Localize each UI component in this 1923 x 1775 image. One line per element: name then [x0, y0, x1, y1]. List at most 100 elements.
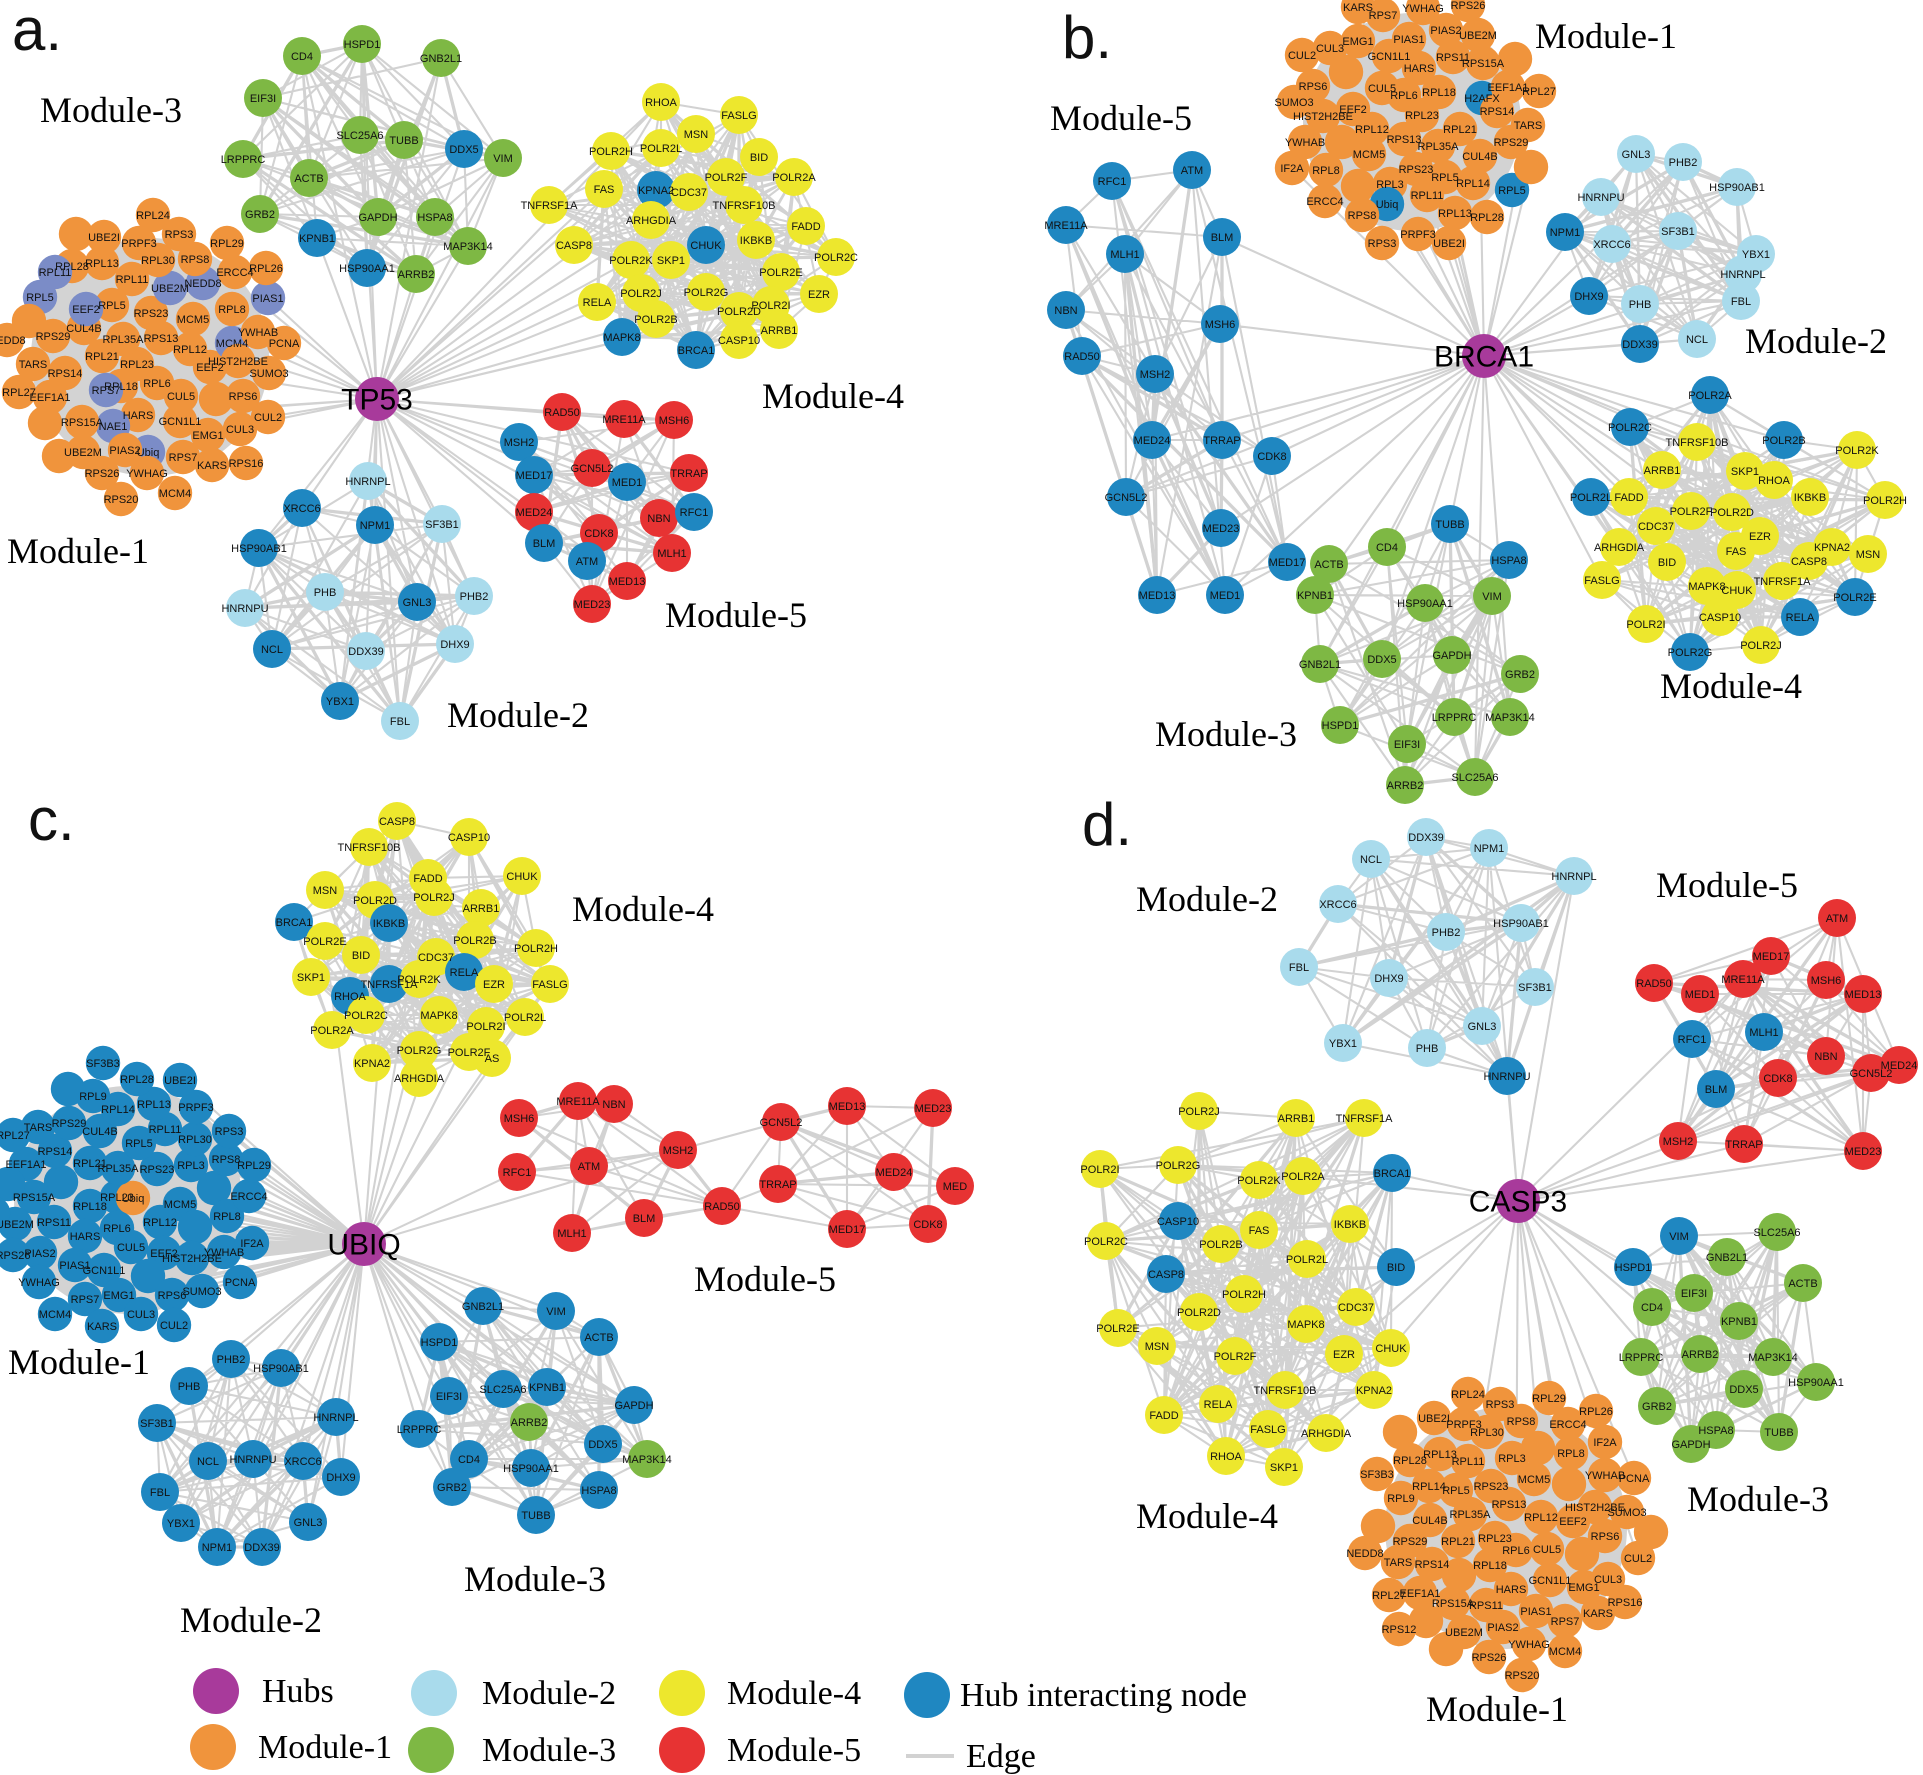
svg-text:GNL3: GNL3	[1622, 149, 1651, 161]
svg-text:ARRB1: ARRB1	[761, 325, 798, 337]
svg-text:PHB: PHB	[314, 587, 337, 599]
svg-text:SLC25A6: SLC25A6	[1753, 1227, 1800, 1239]
svg-text:RPS11: RPS11	[37, 1217, 71, 1229]
svg-text:RPL11: RPL11	[39, 267, 72, 279]
svg-text:GRB2: GRB2	[437, 1482, 467, 1494]
svg-text:Module-2: Module-2	[482, 1675, 616, 1712]
svg-text:BRCA1: BRCA1	[1374, 1168, 1411, 1180]
svg-text:MED23: MED23	[574, 599, 611, 611]
svg-text:EIF3I: EIF3I	[250, 93, 276, 105]
svg-text:RPL11: RPL11	[1452, 1456, 1485, 1468]
svg-text:RPL8: RPL8	[1557, 1448, 1585, 1460]
svg-text:Module-3: Module-3	[40, 90, 182, 130]
svg-text:NPM1: NPM1	[1550, 227, 1581, 239]
svg-text:BRCA1: BRCA1	[276, 917, 313, 929]
svg-text:PHB2: PHB2	[460, 591, 489, 603]
svg-text:MSN: MSN	[1145, 1341, 1170, 1353]
svg-text:POLR2D: POLR2D	[1710, 507, 1754, 519]
svg-text:FASLG: FASLG	[1250, 1424, 1285, 1436]
svg-text:RPS3: RPS3	[1368, 238, 1397, 250]
svg-text:RPS7: RPS7	[92, 385, 121, 397]
svg-text:UBE2I: UBE2I	[1418, 1413, 1450, 1425]
svg-text:DDX5: DDX5	[449, 144, 478, 156]
svg-text:MED17: MED17	[516, 470, 553, 482]
svg-text:RPS14: RPS14	[1415, 1559, 1450, 1571]
svg-text:KARS: KARS	[197, 460, 227, 472]
svg-text:RPL8: RPL8	[1312, 165, 1340, 177]
svg-text:ERCC4: ERCC4	[1549, 1419, 1586, 1431]
svg-text:CUL4B: CUL4B	[1462, 151, 1497, 163]
svg-text:POLR2C: POLR2C	[1608, 422, 1652, 434]
svg-text:FBL: FBL	[1731, 296, 1751, 308]
svg-text:TNFRSF1A: TNFRSF1A	[1336, 1113, 1394, 1125]
svg-text:SKP1: SKP1	[657, 255, 685, 267]
svg-text:RPS26: RPS26	[85, 468, 120, 480]
svg-text:RPS15A: RPS15A	[13, 1192, 56, 1204]
svg-text:RPL6: RPL6	[1502, 1545, 1530, 1557]
svg-text:TUBB: TUBB	[1435, 519, 1464, 531]
svg-text:PCNA: PCNA	[1619, 1473, 1650, 1485]
svg-text:H2AFX: H2AFX	[1464, 93, 1500, 105]
svg-text:RPL18: RPL18	[1473, 1560, 1507, 1572]
svg-text:RPL5: RPL5	[1498, 185, 1526, 197]
svg-text:PIAS1: PIAS1	[1520, 1606, 1551, 1618]
svg-text:Module-4: Module-4	[572, 889, 714, 929]
svg-text:RPS16: RPS16	[1608, 1597, 1643, 1609]
svg-text:NCL: NCL	[1360, 854, 1382, 866]
svg-text:MCM5: MCM5	[177, 314, 209, 326]
svg-text:MCM5: MCM5	[1353, 149, 1385, 161]
svg-text:GRB2: GRB2	[1642, 1401, 1672, 1413]
svg-text:POLR2G: POLR2G	[1668, 647, 1713, 659]
svg-text:HARS: HARS	[123, 410, 154, 422]
svg-text:Module-1: Module-1	[258, 1729, 392, 1766]
svg-text:MSH6: MSH6	[504, 1113, 535, 1125]
svg-text:BLM: BLM	[1211, 232, 1234, 244]
svg-text:POLR2B: POLR2B	[1762, 435, 1805, 447]
svg-text:MED23: MED23	[915, 1103, 952, 1115]
svg-text:TUBB: TUBB	[521, 1510, 550, 1522]
svg-text:RPS8: RPS8	[1348, 210, 1377, 222]
svg-text:GCN5L2: GCN5L2	[760, 1117, 803, 1129]
svg-text:MED17: MED17	[1269, 557, 1306, 569]
svg-text:RPL29: RPL29	[1532, 1393, 1566, 1405]
svg-text:MAP3K14: MAP3K14	[1485, 712, 1535, 724]
svg-text:RPS23: RPS23	[1474, 1481, 1509, 1493]
svg-text:NCL: NCL	[261, 644, 283, 656]
svg-text:HSPA8: HSPA8	[581, 1485, 616, 1497]
svg-text:RPL29: RPL29	[210, 238, 244, 250]
svg-text:POLR2A: POLR2A	[310, 1025, 354, 1037]
svg-text:CASP10: CASP10	[448, 832, 490, 844]
svg-text:RPL5: RPL5	[125, 1138, 153, 1150]
svg-text:POLR2K: POLR2K	[397, 974, 441, 986]
svg-text:IKBKB: IKBKB	[1334, 1219, 1366, 1231]
svg-text:HIST2H2BE: HIST2H2BE	[208, 356, 268, 368]
svg-text:RPL24: RPL24	[136, 210, 170, 222]
svg-text:RHOA: RHOA	[645, 97, 677, 109]
svg-text:EZR: EZR	[1749, 531, 1771, 543]
svg-text:Module-5: Module-5	[1656, 865, 1798, 905]
svg-text:TUBB: TUBB	[389, 135, 418, 147]
svg-text:FAS: FAS	[1249, 1225, 1270, 1237]
svg-text:RELA: RELA	[583, 297, 612, 309]
svg-text:RPL28: RPL28	[1470, 212, 1504, 224]
svg-text:HSP90AA1: HSP90AA1	[503, 1463, 559, 1475]
svg-text:DHX9: DHX9	[1574, 291, 1603, 303]
svg-text:ARHGDIA: ARHGDIA	[1594, 542, 1645, 554]
svg-text:CDC37: CDC37	[418, 952, 454, 964]
svg-text:SUMO3: SUMO3	[182, 1286, 221, 1298]
svg-text:HIST2H2BE: HIST2H2BE	[162, 1253, 222, 1265]
svg-text:CUL5: CUL5	[167, 391, 195, 403]
svg-text:CUL4B: CUL4B	[1412, 1515, 1447, 1527]
svg-text:SF3B1: SF3B1	[140, 1418, 174, 1430]
svg-text:MRE11A: MRE11A	[556, 1096, 600, 1108]
svg-text:HSPA8: HSPA8	[417, 212, 452, 224]
svg-text:RPS14: RPS14	[48, 368, 83, 380]
svg-text:Module-3: Module-3	[482, 1732, 616, 1769]
svg-text:GNB2L1: GNB2L1	[1299, 659, 1341, 671]
svg-text:Module-5: Module-5	[1050, 98, 1192, 138]
svg-text:MED13: MED13	[1845, 989, 1882, 1001]
svg-text:RFC1: RFC1	[503, 1167, 532, 1179]
svg-text:GAPDH: GAPDH	[1432, 650, 1471, 662]
svg-text:POLR2K: POLR2K	[609, 255, 653, 267]
svg-text:RPS20: RPS20	[104, 494, 139, 506]
